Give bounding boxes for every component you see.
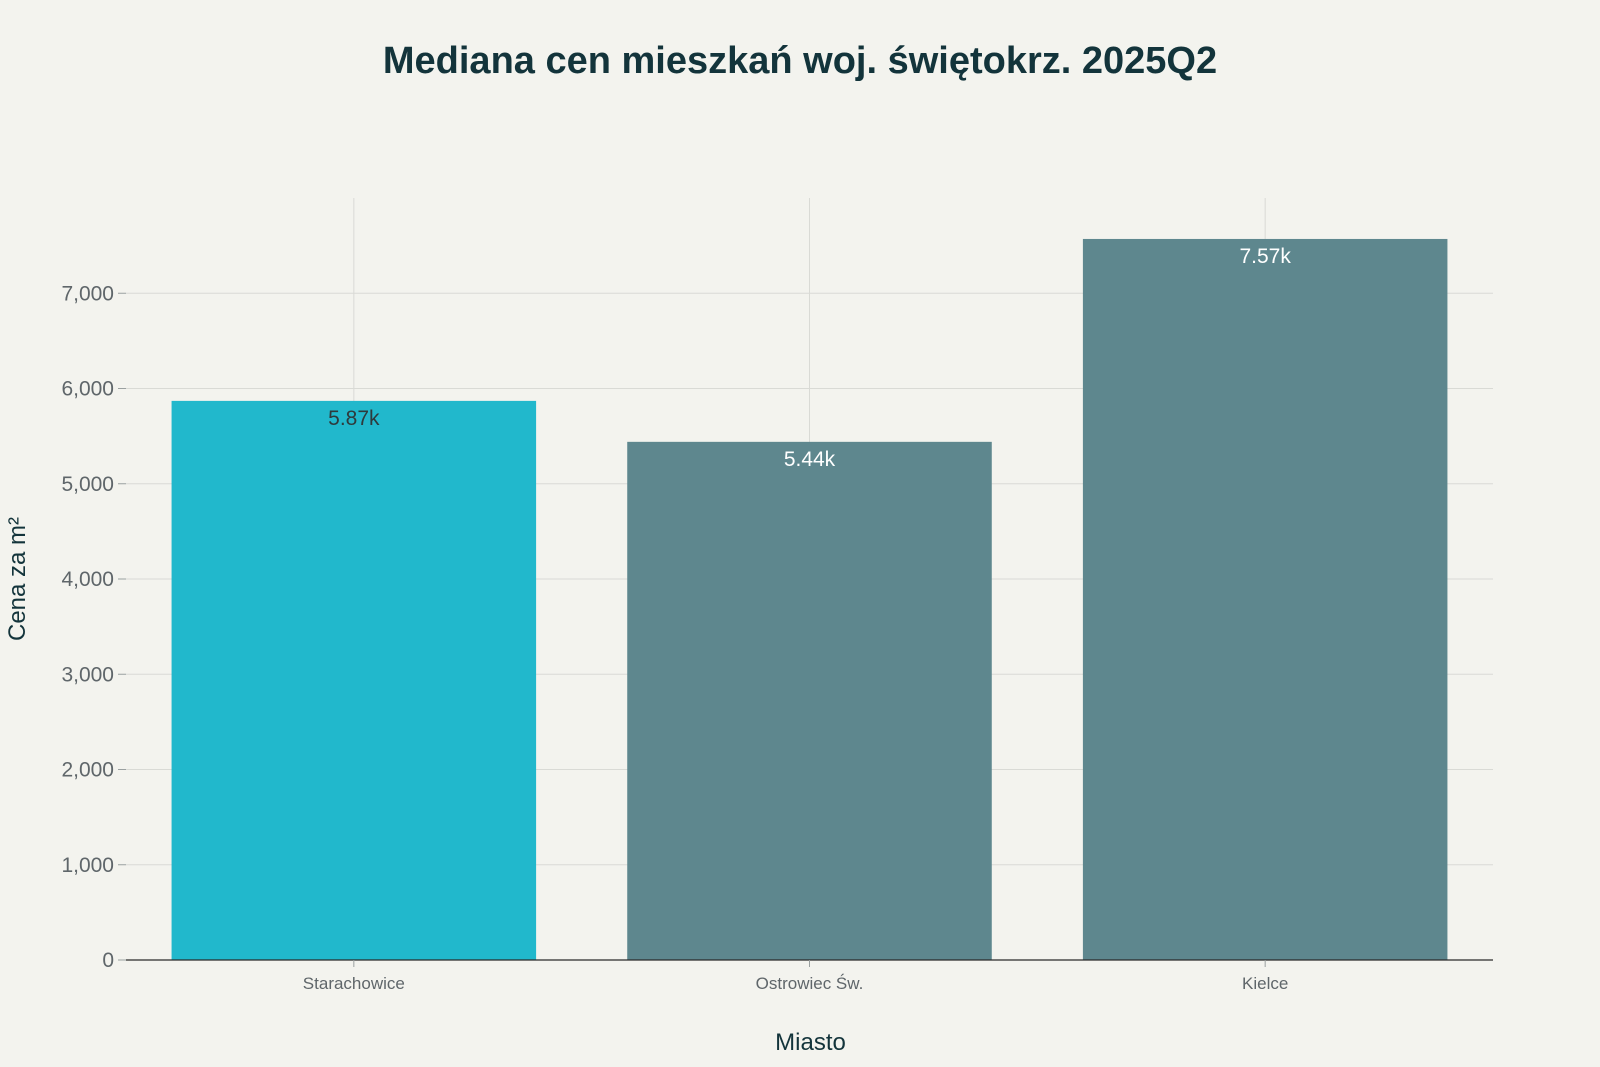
y-tick-label: 4,000 [61, 568, 114, 591]
x-tick-label: Starachowice [303, 974, 405, 993]
data-label: 5.87k [328, 407, 380, 430]
data-label: 5.44k [784, 448, 836, 471]
x-axis-title: Miasto [775, 1029, 846, 1056]
y-tick-label: 1,000 [61, 854, 114, 877]
bar [627, 441, 992, 961]
x-tick-label: Kielce [1242, 974, 1288, 993]
bar [1082, 238, 1448, 960]
y-tick-label: 0 [102, 949, 114, 972]
bar [171, 400, 537, 960]
chart-title: Mediana cen mieszkań woj. świętokrz. 202… [382, 40, 1218, 82]
y-tick-label: 3,000 [61, 663, 114, 686]
x-tick-label: Ostrowiec Św. [756, 974, 864, 993]
data-label: 7.57k [1239, 245, 1291, 268]
y-tick-label: 7,000 [61, 282, 114, 305]
y-tick-label: 5,000 [61, 473, 114, 496]
y-axis-title: Cena za m² [4, 517, 31, 641]
y-tick-label: 6,000 [61, 378, 114, 401]
y-tick-label: 2,000 [61, 759, 114, 782]
